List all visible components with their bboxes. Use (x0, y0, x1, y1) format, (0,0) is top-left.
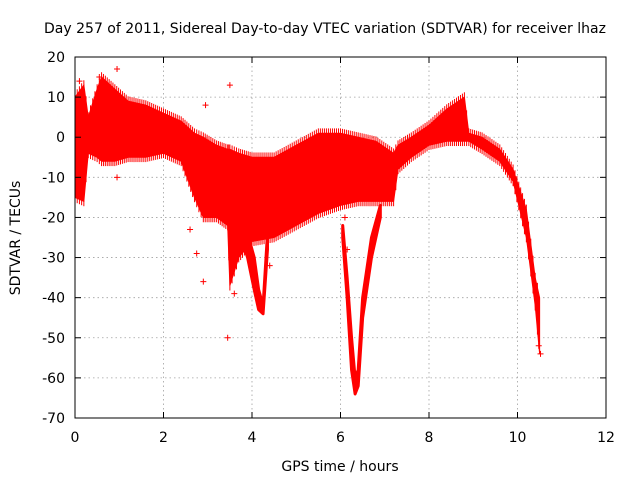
outlier-point (344, 246, 351, 253)
outlier-point (341, 214, 348, 221)
outlier-point (224, 334, 231, 341)
outlier-point (537, 350, 544, 357)
outlier-point (535, 342, 542, 349)
y-axis-title: SDTVAR / TECUs (8, 181, 24, 296)
outlier-point (114, 66, 121, 73)
axis-ticks: -70 -60 -50 -40 -30 -20 -10 0 10 20 0 2 4 6 8 10 12 (42, 50, 615, 446)
outlier-point (226, 82, 233, 89)
data-series (74, 66, 544, 396)
outlier-point (114, 174, 121, 181)
outlier-point (231, 290, 238, 297)
y-tick-label: -30 (42, 251, 65, 267)
y-tick-label: 20 (47, 50, 65, 66)
y-tick-label: -70 (42, 411, 65, 427)
x-tick-label: 8 (425, 430, 434, 446)
y-tick-label: -10 (42, 170, 65, 186)
y-tick-label: -40 (42, 291, 65, 307)
outlier-point (193, 250, 200, 257)
x-tick-label: 0 (71, 430, 80, 446)
vtec-dip (341, 203, 382, 396)
chart-title: Day 257 of 2011, Sidereal Day-to-day VTE… (44, 21, 606, 37)
x-tick-label: 12 (597, 430, 615, 446)
y-tick-label: 10 (47, 90, 65, 106)
vtec-dip (237, 215, 269, 316)
outlier-point (266, 262, 273, 269)
y-tick-label: -50 (42, 331, 65, 347)
vtec-band (74, 76, 541, 354)
outlier-point (96, 74, 103, 81)
y-tick-label: -60 (42, 371, 65, 387)
x-tick-label: 4 (248, 430, 257, 446)
outlier-point (202, 102, 209, 109)
y-tick-label: 0 (56, 130, 65, 146)
outlier-point (76, 78, 83, 85)
outlier-point (200, 278, 207, 285)
outlier-point (187, 226, 194, 233)
x-tick-label: 2 (159, 430, 168, 446)
x-axis-title: GPS time / hours (281, 459, 398, 475)
y-tick-label: -20 (42, 210, 65, 226)
x-tick-label: 6 (336, 430, 345, 446)
x-tick-label: 10 (509, 430, 527, 446)
